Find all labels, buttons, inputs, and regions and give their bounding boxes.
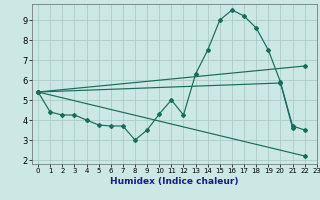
X-axis label: Humidex (Indice chaleur): Humidex (Indice chaleur)	[110, 177, 239, 186]
